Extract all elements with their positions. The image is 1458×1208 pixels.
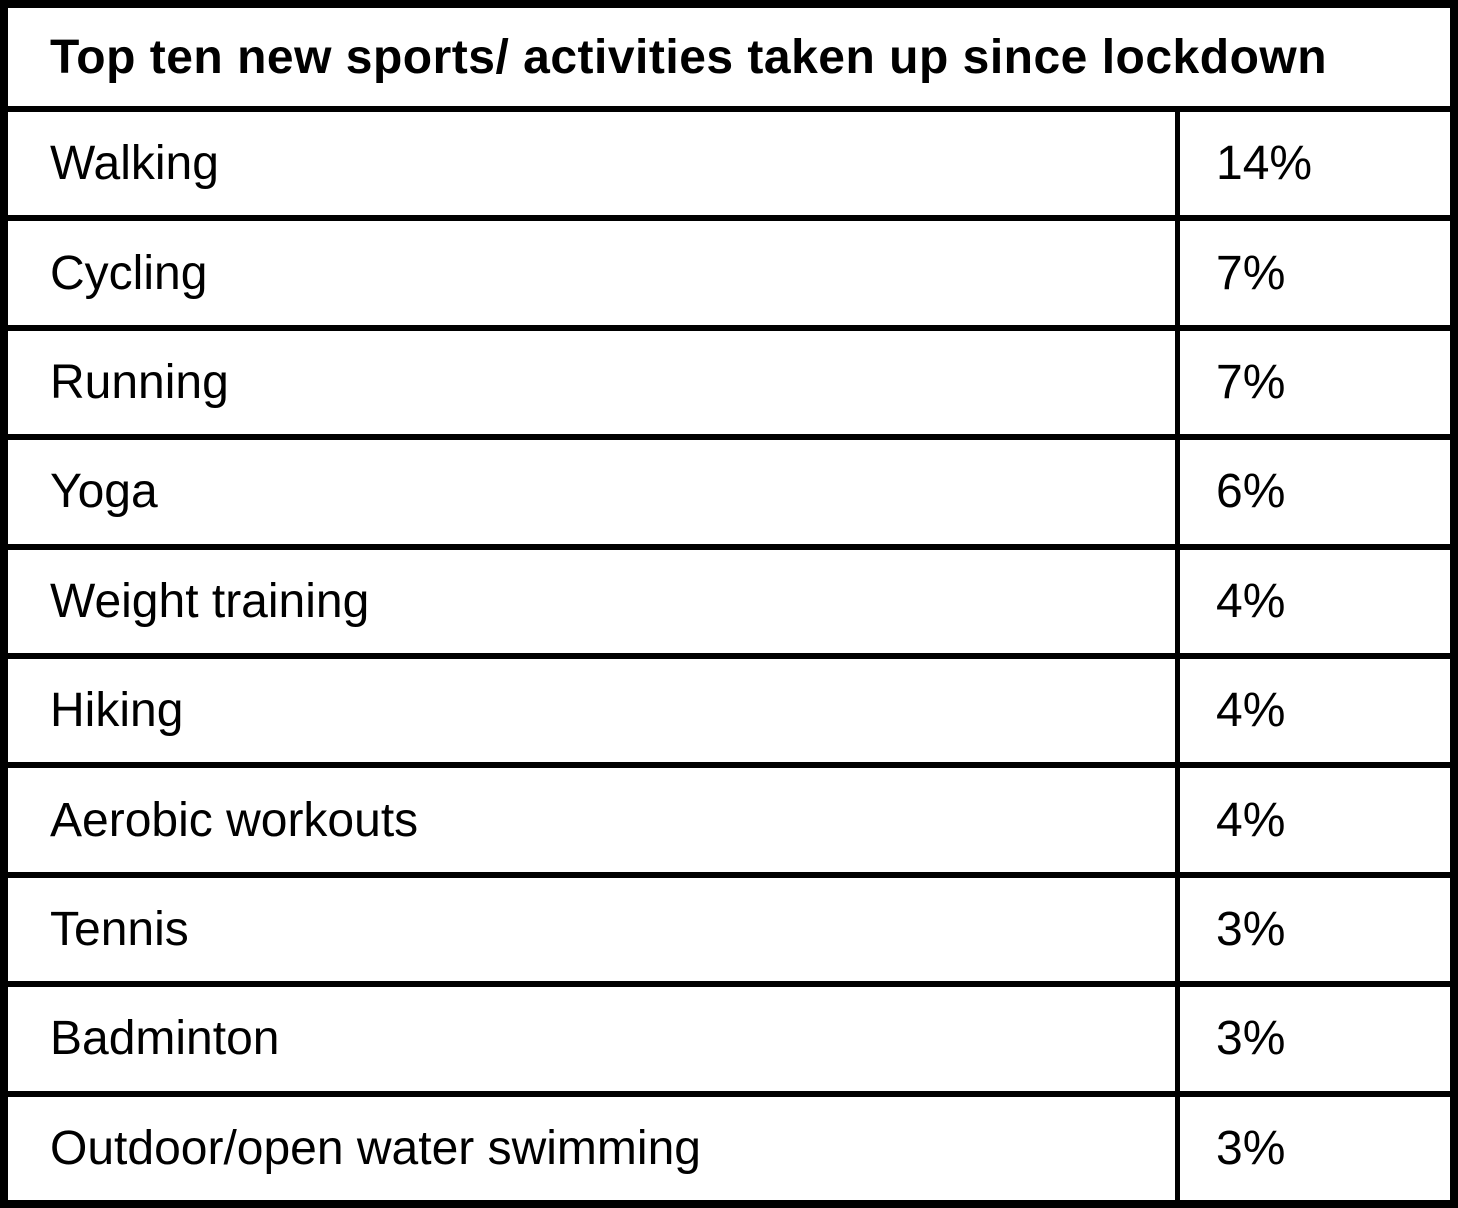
percent-cell: 3% [1216,903,1286,957]
activity-cell: Cycling [8,221,1180,325]
activity-cell: Running [8,330,1180,435]
percent-cell: 14% [1216,137,1313,191]
table-row: Aerobic workouts 4% [8,768,1450,878]
table-row: Hiking 4% [8,659,1450,769]
percent-cell: 3% [1216,1121,1286,1175]
activity-cell: Outdoor/open water swimming [8,1096,1180,1201]
activity-cell: Walking [8,112,1180,216]
table-row: Yoga 6% [8,440,1450,550]
percent-cell: 4% [1216,684,1286,738]
activity-cell: Hiking [8,659,1180,763]
percent-cell: 6% [1216,465,1286,519]
activity-cell: Yoga [8,440,1180,544]
percent-cell: 7% [1216,246,1286,300]
percent-cell: 3% [1216,1012,1286,1066]
activity-cell: Tennis [8,877,1180,982]
table-row: Walking 14% [8,112,1450,222]
table-row: Tennis 3% [8,877,1450,988]
activity-cell: Aerobic workouts [8,768,1180,872]
table-row: Outdoor/open water swimming 3% [8,1096,1450,1201]
percent-cell: 7% [1216,356,1286,410]
table-title: Top ten new sports/ activities taken up … [8,8,1450,112]
activity-cell: Badminton [8,987,1180,1091]
activity-cell: Weight training [8,549,1180,654]
table-row: Running 7% [8,330,1450,441]
table-row: Weight training 4% [8,549,1450,660]
table-row: Cycling 7% [8,221,1450,331]
percent-cell: 4% [1216,793,1286,847]
table-row: Badminton 3% [8,987,1450,1097]
percent-cell: 4% [1216,574,1286,628]
